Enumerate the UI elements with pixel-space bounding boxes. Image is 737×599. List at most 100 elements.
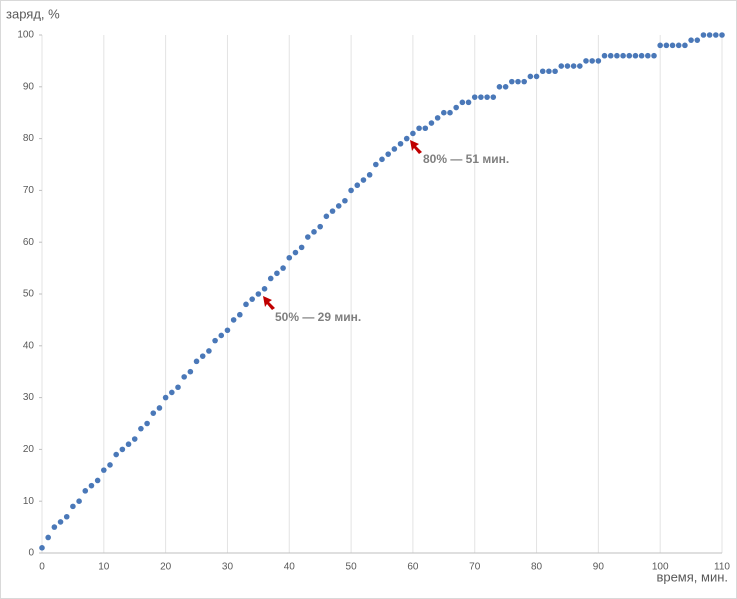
annotation: 50% — 29 мин.: [275, 310, 361, 324]
point: [131, 436, 138, 442]
y-tick-label: 40: [23, 340, 35, 351]
point: [162, 394, 169, 401]
point: [360, 177, 367, 183]
x-tick-label: 30: [222, 562, 234, 573]
point: [645, 52, 651, 59]
point: [669, 42, 676, 49]
point: [441, 109, 447, 116]
point: [70, 503, 76, 510]
plot-area: 0 10 20 30 40 50 60 70 80 90 100 110 0 10 20 30 40 50 60 70…: [17, 30, 730, 573]
point: [335, 203, 342, 209]
point: [403, 135, 410, 142]
y-tick-label: 20: [23, 444, 35, 455]
point: [682, 42, 688, 49]
point: [311, 229, 317, 235]
point: [212, 337, 218, 344]
point: [230, 317, 237, 323]
point: [150, 410, 157, 416]
point: [626, 52, 633, 59]
point: [187, 368, 194, 375]
x-axis-title: время, мин.: [656, 569, 728, 584]
point: [620, 52, 626, 59]
point: [51, 524, 58, 530]
y-tick-label: 80: [23, 133, 35, 144]
x-tick-label: 80: [531, 562, 543, 573]
x-tick-label: 0: [39, 562, 45, 573]
annotation-arrow: [263, 296, 275, 310]
x-tick-label: 90: [593, 562, 605, 573]
point: [397, 140, 404, 147]
point: [57, 519, 64, 525]
x-tick-label: 100: [652, 562, 669, 573]
y-tick-label: 70: [23, 185, 35, 196]
point: [651, 52, 657, 59]
point: [484, 94, 490, 100]
point: [539, 68, 546, 75]
x-tick-label: 10: [98, 562, 110, 573]
point: [614, 52, 620, 59]
x-tick-label: 70: [469, 562, 481, 573]
y-tick-label: 90: [23, 81, 35, 92]
point: [558, 63, 565, 69]
point: [589, 58, 595, 64]
point: [595, 58, 602, 64]
y-tick-label: 30: [23, 392, 35, 403]
point: [193, 358, 200, 365]
point: [700, 32, 707, 38]
point: [261, 286, 268, 292]
y-tick-label: 60: [23, 237, 35, 248]
point: [175, 384, 181, 391]
point: [675, 42, 682, 49]
point: [385, 151, 391, 157]
point: [298, 244, 305, 251]
point: [373, 161, 379, 168]
point: [119, 446, 126, 453]
point: [478, 94, 484, 100]
y-tick-label: 50: [23, 289, 35, 300]
point: [156, 405, 163, 411]
point: [366, 172, 373, 178]
point: [218, 332, 225, 339]
y-tick-label: 0: [28, 548, 34, 559]
annotation: 80% — 51 мин.: [423, 152, 509, 166]
point: [144, 420, 150, 427]
point: [706, 32, 713, 38]
point: [502, 84, 509, 90]
point: [317, 223, 323, 230]
point: [509, 78, 515, 85]
point: [688, 37, 694, 43]
point: [422, 125, 429, 132]
point: [416, 125, 422, 132]
point: [428, 120, 435, 126]
point: [465, 99, 472, 106]
y-tick-label: 10: [23, 496, 35, 507]
point: [638, 52, 645, 59]
point: [274, 270, 280, 277]
point: [224, 327, 231, 334]
point: [552, 68, 558, 75]
point: [713, 32, 719, 38]
point: [391, 146, 398, 152]
point: [601, 52, 608, 59]
x-tick-label: 40: [284, 562, 296, 573]
point: [237, 311, 243, 318]
point: [305, 234, 311, 240]
point: [280, 265, 286, 271]
point: [570, 63, 577, 69]
point: [632, 52, 639, 59]
point: [113, 451, 119, 458]
x-tick-label: 50: [346, 562, 358, 573]
point: [694, 37, 701, 43]
point: [490, 94, 497, 100]
y-axis-title: заряд, %: [6, 6, 60, 21]
point: [243, 301, 249, 308]
point: [329, 208, 336, 214]
point: [255, 291, 262, 297]
point: [101, 467, 107, 473]
annotation-arrow: [410, 140, 422, 154]
point: [199, 353, 206, 359]
x-tick-label: 60: [407, 562, 419, 573]
point: [453, 104, 459, 111]
point: [107, 462, 113, 468]
